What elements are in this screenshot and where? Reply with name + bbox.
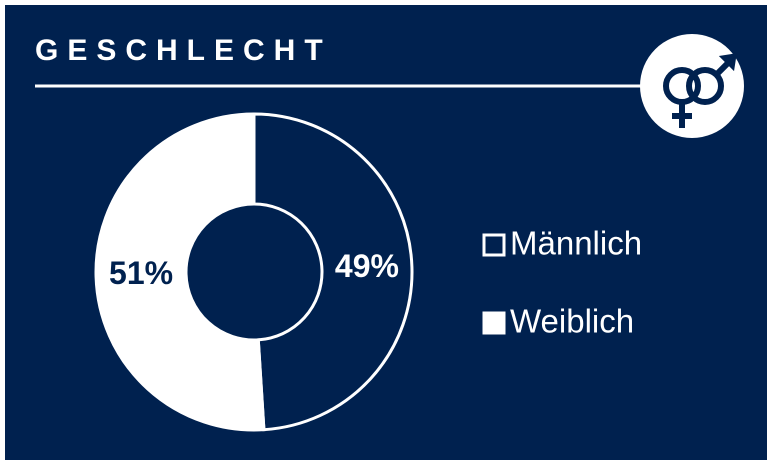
donut-segment (252, 112, 414, 432)
donut-segment (94, 112, 266, 432)
value-label: 51% (109, 255, 173, 291)
chart-title: GESCHLECHT (35, 34, 332, 67)
value-label: 49% (335, 248, 399, 284)
legend-swatch (482, 233, 506, 257)
legend-swatch (482, 311, 506, 335)
gender-icon (640, 34, 744, 138)
legend-label: Weiblich (510, 303, 634, 340)
legend-label: Männlich (510, 225, 642, 262)
